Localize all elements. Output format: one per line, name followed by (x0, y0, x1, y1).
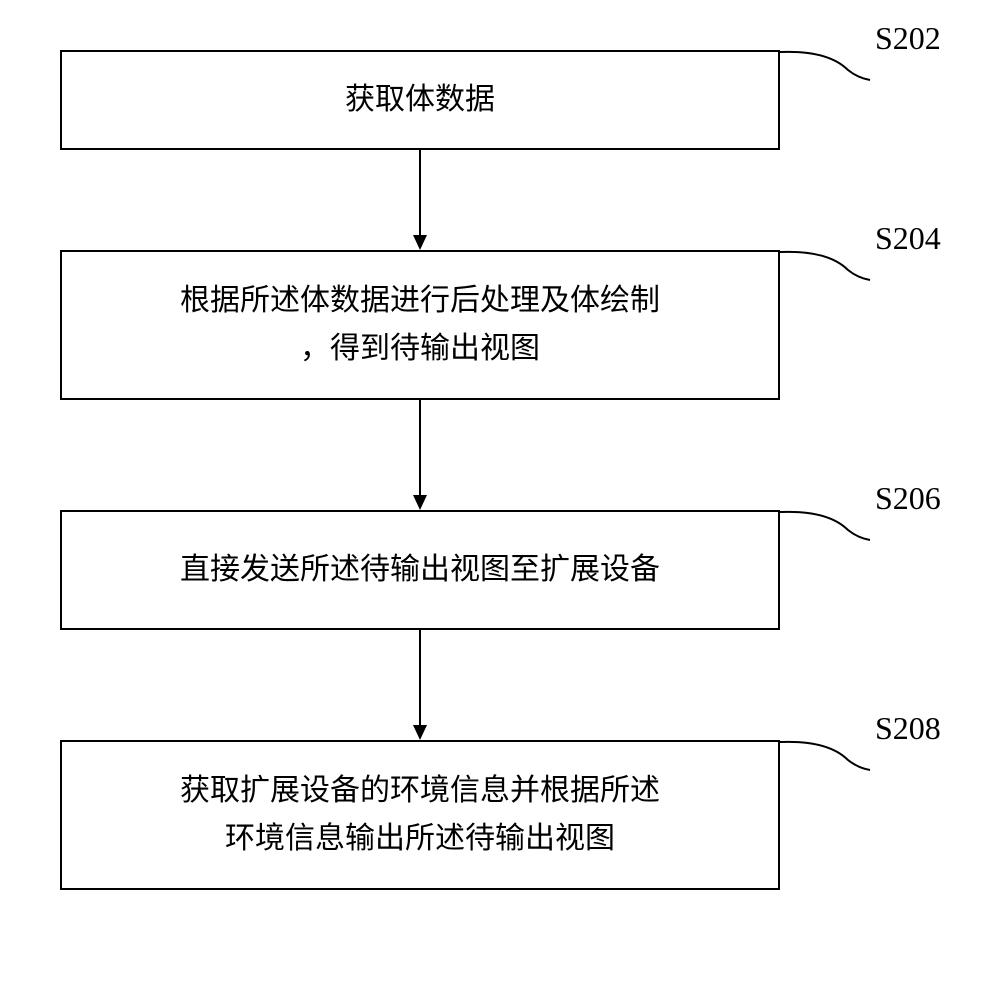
step-label-s208: S208 (875, 710, 941, 747)
step-text-s204: 根据所述体数据进行后处理及体绘制，得到待输出视图 (180, 277, 660, 373)
step-box-s206: 直接发送所述待输出视图至扩展设备 (60, 510, 780, 630)
connector-curve-s204 (778, 240, 873, 290)
step-box-s208: 获取扩展设备的环境信息并根据所述环境信息输出所述待输出视图 (60, 740, 780, 890)
step-box-s204: 根据所述体数据进行后处理及体绘制，得到待输出视图 (60, 250, 780, 400)
arrow-s206-s208 (410, 630, 430, 740)
step-label-s202: S202 (875, 20, 941, 57)
step-text-s208: 获取扩展设备的环境信息并根据所述环境信息输出所述待输出视图 (180, 767, 660, 863)
step-text-s202: 获取体数据 (345, 76, 495, 124)
connector-curve-s206 (778, 500, 873, 550)
step-label-s206: S206 (875, 480, 941, 517)
step-text-s206: 直接发送所述待输出视图至扩展设备 (180, 546, 660, 594)
connector-curve-s202 (778, 40, 873, 90)
step-box-s202: 获取体数据 (60, 50, 780, 150)
arrow-s204-s206 (410, 400, 430, 510)
step-label-s204: S204 (875, 220, 941, 257)
arrow-s202-s204 (410, 150, 430, 250)
connector-curve-s208 (778, 730, 873, 780)
